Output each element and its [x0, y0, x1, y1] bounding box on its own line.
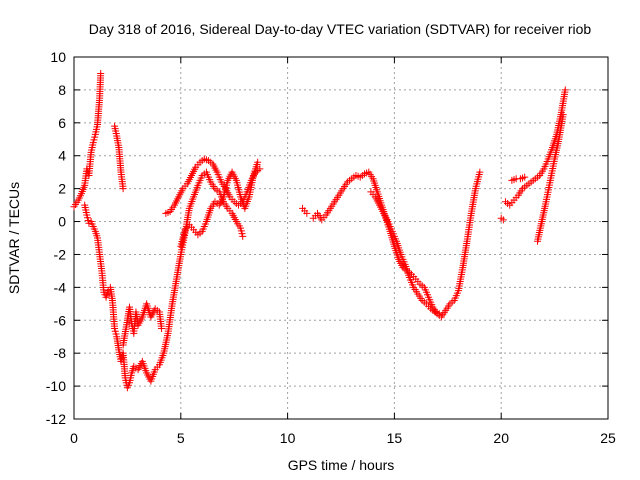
data-point: [561, 86, 569, 94]
data-point: [119, 185, 127, 193]
y-tick-label: 10: [50, 49, 66, 65]
data-point: [559, 111, 567, 119]
y-tick-label: -4: [54, 279, 67, 295]
data-point: [303, 209, 311, 217]
x-tick-label: 10: [280, 430, 296, 446]
y-tick-label: -8: [54, 345, 67, 361]
x-tick-label: 20: [493, 430, 509, 446]
y-tick-label: -2: [54, 246, 67, 262]
x-tick-label: 5: [177, 430, 185, 446]
x-axis-label: GPS time / hours: [288, 457, 395, 473]
data-markers: [70, 69, 569, 392]
y-tick-label: 8: [58, 82, 66, 98]
y-tick-label: -10: [46, 378, 66, 394]
data-point: [435, 310, 443, 318]
x-tick-label: 0: [70, 430, 78, 446]
plot-frame: [73, 56, 609, 420]
y-tick-label: -6: [54, 312, 67, 328]
y-tick-label: 6: [58, 115, 66, 131]
data-point: [254, 158, 262, 166]
x-tick-label: 15: [387, 430, 403, 446]
y-tick-label: 2: [58, 181, 66, 197]
axis-ticks: 0 5 10 15 20 25 -12 -10 -8 -6 -4 -2 0 2 4 6 8 10: [46, 49, 616, 446]
data-point: [239, 232, 247, 240]
y-tick-label: 4: [58, 148, 66, 164]
y-tick-label: 0: [58, 214, 66, 230]
y-axis-label: SDTVAR / TECUs: [6, 182, 22, 294]
chart-title: Day 318 of 2016, Sidereal Day-to-day VTE…: [89, 21, 592, 37]
data-point: [521, 173, 529, 181]
x-tick-label: 25: [600, 430, 616, 446]
y-tick-label: -12: [46, 411, 66, 427]
data-point: [476, 168, 484, 176]
grid-lines: [74, 57, 608, 419]
data-point: [158, 325, 166, 332]
data-point: [499, 216, 507, 224]
data-point: [97, 69, 105, 77]
